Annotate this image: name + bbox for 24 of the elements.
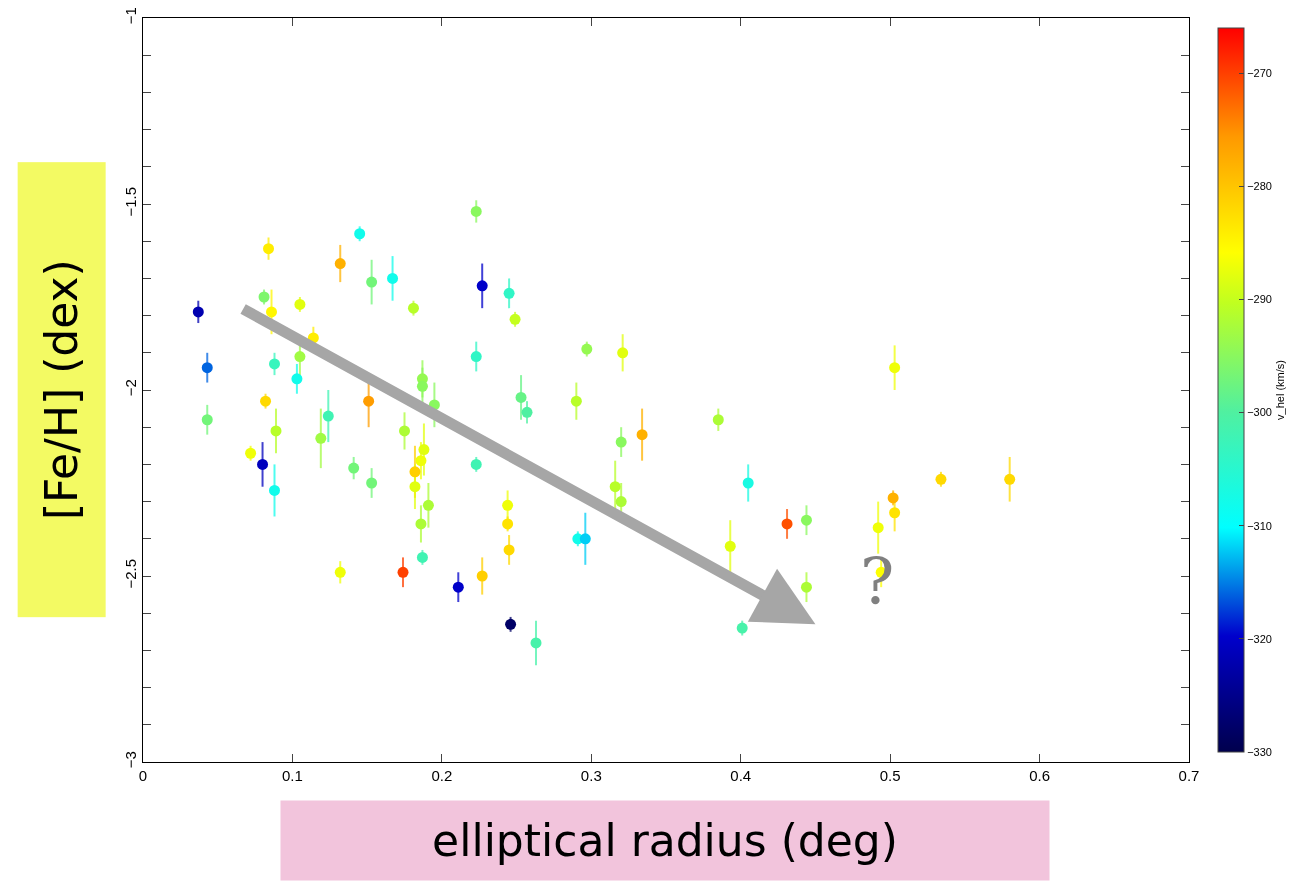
x-tick-label: 0.1: [282, 767, 303, 784]
color-bar-label: −330: [1247, 745, 1272, 758]
x-tick-label: 0.4: [730, 767, 752, 784]
color-bar-label: −280: [1247, 180, 1272, 193]
color-bar-label: −270: [1247, 67, 1272, 80]
y-tick-label: −1: [122, 7, 139, 25]
color-bar-label: −290: [1247, 293, 1272, 306]
y-tick-label: −2: [122, 379, 139, 397]
x-tick-label: 0.2: [431, 767, 453, 784]
color-bar-label: −310: [1247, 519, 1272, 532]
color-bar-label: −320: [1247, 632, 1272, 645]
y-tick-label: −3: [122, 751, 139, 769]
color-bar-label: −300: [1247, 406, 1272, 419]
x-axis-title: elliptical radius (deg): [432, 815, 898, 866]
x-tick-label: 0.5: [879, 767, 901, 784]
x-tick-label: 0: [138, 767, 148, 784]
x-tick-label: 0.3: [580, 767, 602, 784]
x-tick-label: 0.6: [1029, 767, 1050, 784]
y-tick-label: −2.5: [122, 558, 139, 589]
y-tick-label: −1.5: [122, 186, 139, 217]
color-bar-title: v_hel (km/s): [1273, 360, 1286, 420]
x-tick-label: 0.7: [1178, 767, 1200, 784]
annotation: ?: [860, 545, 895, 619]
y-axis-title: [Fe/H] (dex): [36, 259, 88, 521]
